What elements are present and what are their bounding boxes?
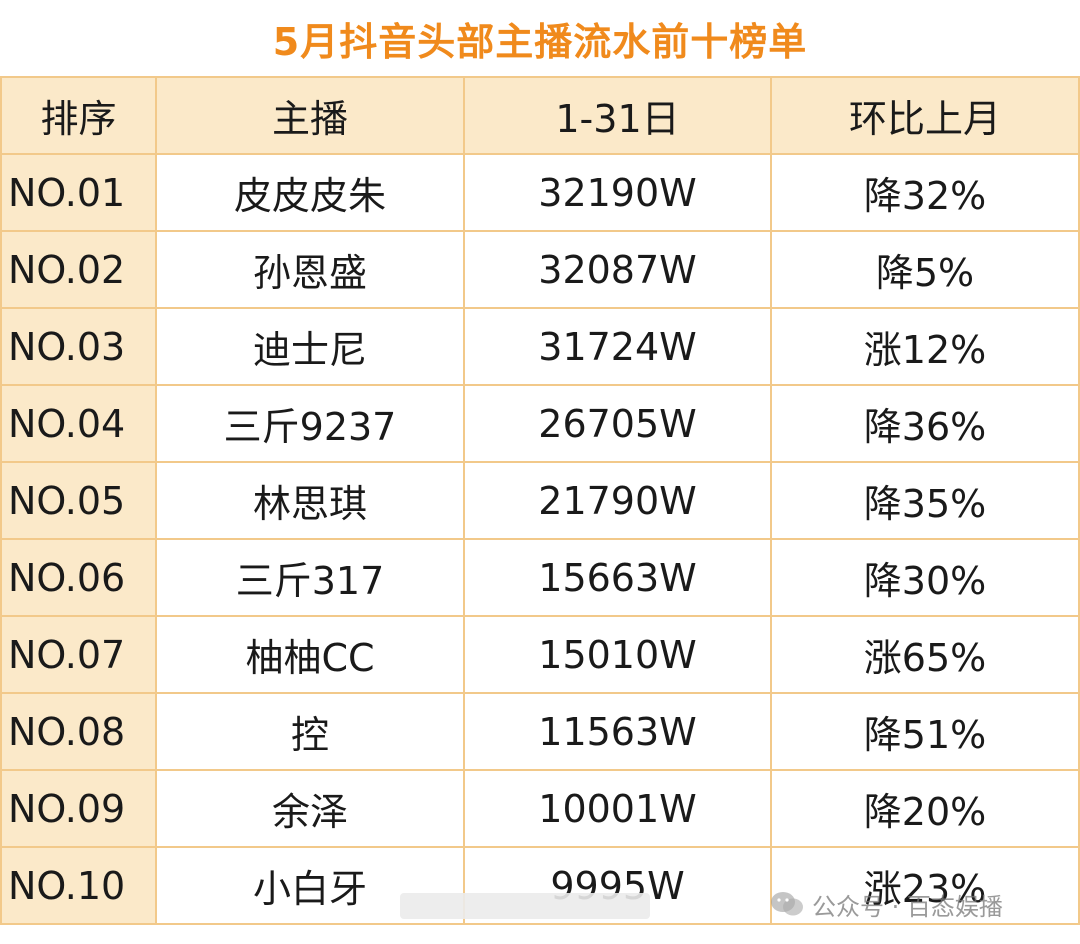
rank-cell: NO.01 (0, 153, 157, 232)
revenue-cell: 15010W (463, 615, 772, 694)
header-row: 排序 主播 1-31日 环比上月 (0, 76, 1080, 155)
table-row: NO.05 林思琪 21790W 降35% (0, 461, 1080, 540)
rank-cell: NO.06 (0, 538, 157, 617)
revenue-cell: 26705W (463, 384, 772, 463)
table-row: NO.02 孙恩盛 32087W 降5% (0, 230, 1080, 309)
revenue-cell: 11563W (463, 692, 772, 771)
change-cell: 降30% (770, 538, 1080, 617)
table-row: NO.01 皮皮皮朱 32190W 降32% (0, 153, 1080, 232)
rank-cell: NO.07 (0, 615, 157, 694)
redacted-overlay (400, 893, 650, 919)
streamer-cell: 余泽 (155, 769, 465, 848)
streamer-cell: 小白牙 (155, 846, 465, 925)
table-row: NO.09 余泽 10001W 降20% (0, 769, 1080, 848)
streamer-cell: 三斤317 (155, 538, 465, 617)
ranking-table: 排序 主播 1-31日 环比上月 NO.01 皮皮皮朱 32190W 降32% NO.0… (0, 76, 1080, 925)
streamer-cell: 孙恩盛 (155, 230, 465, 309)
change-cell: 降20% (770, 769, 1080, 848)
revenue-cell: 10001W (463, 769, 772, 848)
rank-cell: NO.02 (0, 230, 157, 309)
table-row: NO.06 三斤317 15663W 降30% (0, 538, 1080, 617)
rank-cell: NO.05 (0, 461, 157, 540)
change-cell: 降32% (770, 153, 1080, 232)
rank-cell: NO.03 (0, 307, 157, 386)
header-revenue: 1-31日 (463, 76, 772, 155)
table-row: NO.03 迪士尼 31724W 涨12% (0, 307, 1080, 386)
change-cell: 降51% (770, 692, 1080, 771)
change-cell: 降36% (770, 384, 1080, 463)
streamer-cell: 柚柚CC (155, 615, 465, 694)
header-streamer: 主播 (155, 76, 465, 155)
table-row: NO.04 三斤9237 26705W 降36% (0, 384, 1080, 463)
rank-cell: NO.09 (0, 769, 157, 848)
page-title: 5月抖音头部主播流水前十榜单 (272, 19, 808, 64)
table-row: NO.07 柚柚CC 15010W 涨65% (0, 615, 1080, 694)
change-cell: 降35% (770, 461, 1080, 540)
watermark: 公众号 · 百态娱播 (770, 886, 1003, 922)
rank-cell: NO.10 (0, 846, 157, 925)
revenue-cell: 32087W (463, 230, 772, 309)
change-cell: 降5% (770, 230, 1080, 309)
streamer-cell: 三斤9237 (155, 384, 465, 463)
change-cell: 涨23% (770, 846, 1080, 925)
watermark-text: 公众号 · 百态娱播 (812, 892, 1003, 921)
change-cell: 涨65% (770, 615, 1080, 694)
streamer-cell: 皮皮皮朱 (155, 153, 465, 232)
streamer-cell: 迪士尼 (155, 307, 465, 386)
revenue-cell: 31724W (463, 307, 772, 386)
change-cell: 涨12% (770, 307, 1080, 386)
revenue-cell: 32190W (463, 153, 772, 232)
header-change: 环比上月 (770, 76, 1080, 155)
table-row: NO.08 控 11563W 降51% (0, 692, 1080, 771)
streamer-cell: 林思琪 (155, 461, 465, 540)
revenue-cell: 21790W (463, 461, 772, 540)
header-rank: 排序 (0, 76, 157, 155)
rank-cell: NO.08 (0, 692, 157, 771)
wechat-icon (771, 892, 803, 916)
streamer-cell: 控 (155, 692, 465, 771)
revenue-cell: 15663W (463, 538, 772, 617)
rank-cell: NO.04 (0, 384, 157, 463)
